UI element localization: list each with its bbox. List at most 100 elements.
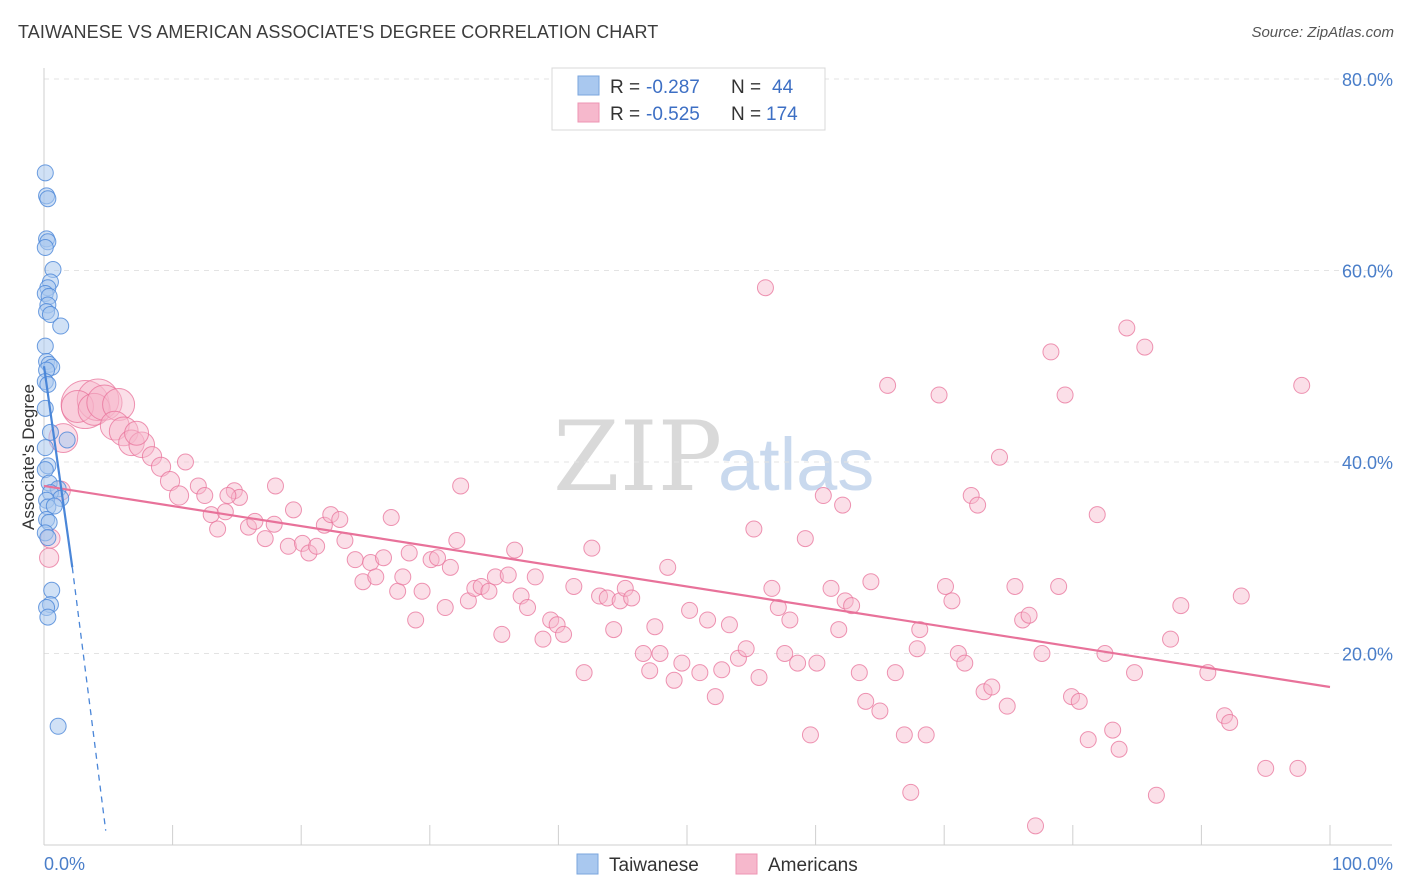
americans-point [266, 477, 284, 495]
americans-point [956, 654, 974, 672]
americans-point [548, 616, 566, 634]
americans-point [930, 386, 948, 404]
americans-point [699, 611, 717, 629]
americans-point [506, 541, 524, 559]
americans-point [202, 506, 220, 524]
americans-point [756, 279, 774, 297]
americans-point [189, 477, 207, 495]
americans-point [830, 621, 848, 639]
americans-point [407, 611, 425, 629]
taiwanese-point [49, 717, 67, 735]
y-tick-label: 60.0% [1342, 262, 1393, 282]
taiwanese-point [58, 431, 76, 449]
americans-point [1257, 759, 1275, 777]
americans-point [480, 582, 498, 600]
americans-point [400, 544, 418, 562]
americans-point [441, 558, 459, 576]
americans-point [745, 520, 763, 538]
americans-point [1079, 731, 1097, 749]
legend-n-label-taiwanese: N = [731, 77, 761, 98]
americans-point [871, 702, 889, 720]
americans-point [623, 589, 641, 607]
americans-point [394, 568, 412, 586]
americans-point [789, 654, 807, 672]
taiwanese-trend-line [42, 366, 74, 568]
y-tick-label: 20.0% [1342, 645, 1393, 665]
americans-point [168, 485, 190, 506]
americans-point [1110, 740, 1128, 758]
americans-point [1162, 630, 1180, 648]
taiwanese-trend-extension [71, 567, 107, 831]
americans-point [1232, 587, 1250, 605]
americans-point [634, 645, 652, 662]
americans-point [466, 579, 484, 597]
americans-points [39, 279, 1311, 835]
americans-point [943, 592, 961, 610]
americans-point [486, 568, 504, 586]
watermark-atlas: atlas [718, 423, 874, 506]
americans-point [1033, 645, 1051, 662]
americans-point [1027, 817, 1045, 835]
americans-point [284, 501, 302, 519]
americans-point [862, 573, 880, 591]
americans-point [843, 597, 861, 615]
americans-point [1042, 343, 1060, 361]
americans-point [209, 520, 227, 538]
americans-point [76, 378, 120, 422]
americans-point [1020, 606, 1038, 624]
americans-point [1172, 597, 1190, 615]
taiwanese-point [36, 164, 54, 182]
americans-point [808, 654, 826, 672]
americans-point [331, 510, 349, 528]
americans-point [911, 621, 929, 639]
americans-point [659, 558, 677, 576]
americans-point [1050, 577, 1068, 595]
americans-point [886, 664, 904, 682]
americans-point [665, 671, 683, 689]
americans-point [102, 388, 136, 422]
americans-point [382, 509, 400, 527]
americans-point [908, 640, 926, 658]
americans-point [239, 518, 257, 536]
americans-point [814, 487, 832, 505]
americans-point [77, 392, 111, 426]
taiwanese-point [45, 497, 63, 515]
y-tick-label: 80.0% [1342, 70, 1393, 90]
americans-point [917, 726, 935, 744]
americans-point [159, 471, 181, 492]
americans-point [895, 726, 913, 744]
x-tick-label-min: 0.0% [44, 854, 85, 874]
americans-point [128, 431, 156, 459]
taiwanese-point [36, 239, 54, 257]
americans-point [413, 582, 431, 600]
x-axis-ticks [43, 825, 1331, 845]
legend-bottom-label-americans: Americans [768, 855, 858, 876]
americans-point [526, 568, 544, 586]
watermark: ZIP atlas [553, 401, 874, 513]
americans-point [452, 477, 470, 495]
americans-point [646, 618, 664, 636]
americans-point [713, 661, 731, 679]
legend-bottom-label-taiwanese: Taiwanese [609, 855, 699, 876]
americans-point [857, 692, 875, 710]
americans-point [641, 662, 659, 680]
legend-r-value-americans: -0.525 [646, 104, 700, 125]
chart-title: TAIWANESE VS AMERICAN ASSOCIATE'S DEGREE… [18, 22, 659, 42]
y-tick-labels: 20.0% 40.0% 60.0% 80.0% [1342, 70, 1393, 665]
legend-n-label-americans: N = [731, 104, 761, 125]
taiwanese-point [36, 337, 54, 355]
americans-point [1136, 338, 1154, 356]
americans-point [354, 573, 372, 591]
americans-point [769, 599, 787, 617]
americans-point [99, 410, 130, 441]
americans-point [1118, 319, 1136, 337]
americans-point [565, 577, 583, 595]
y-tick-label: 40.0% [1342, 453, 1393, 473]
x-tick-label-max: 100.0% [1332, 854, 1393, 874]
americans-point [781, 611, 799, 629]
americans-point [448, 532, 466, 550]
americans-point [1088, 506, 1106, 524]
legend-r-label-taiwanese: R = [610, 77, 640, 98]
legend-swatch-taiwanese [577, 75, 600, 96]
americans-point [598, 589, 616, 607]
